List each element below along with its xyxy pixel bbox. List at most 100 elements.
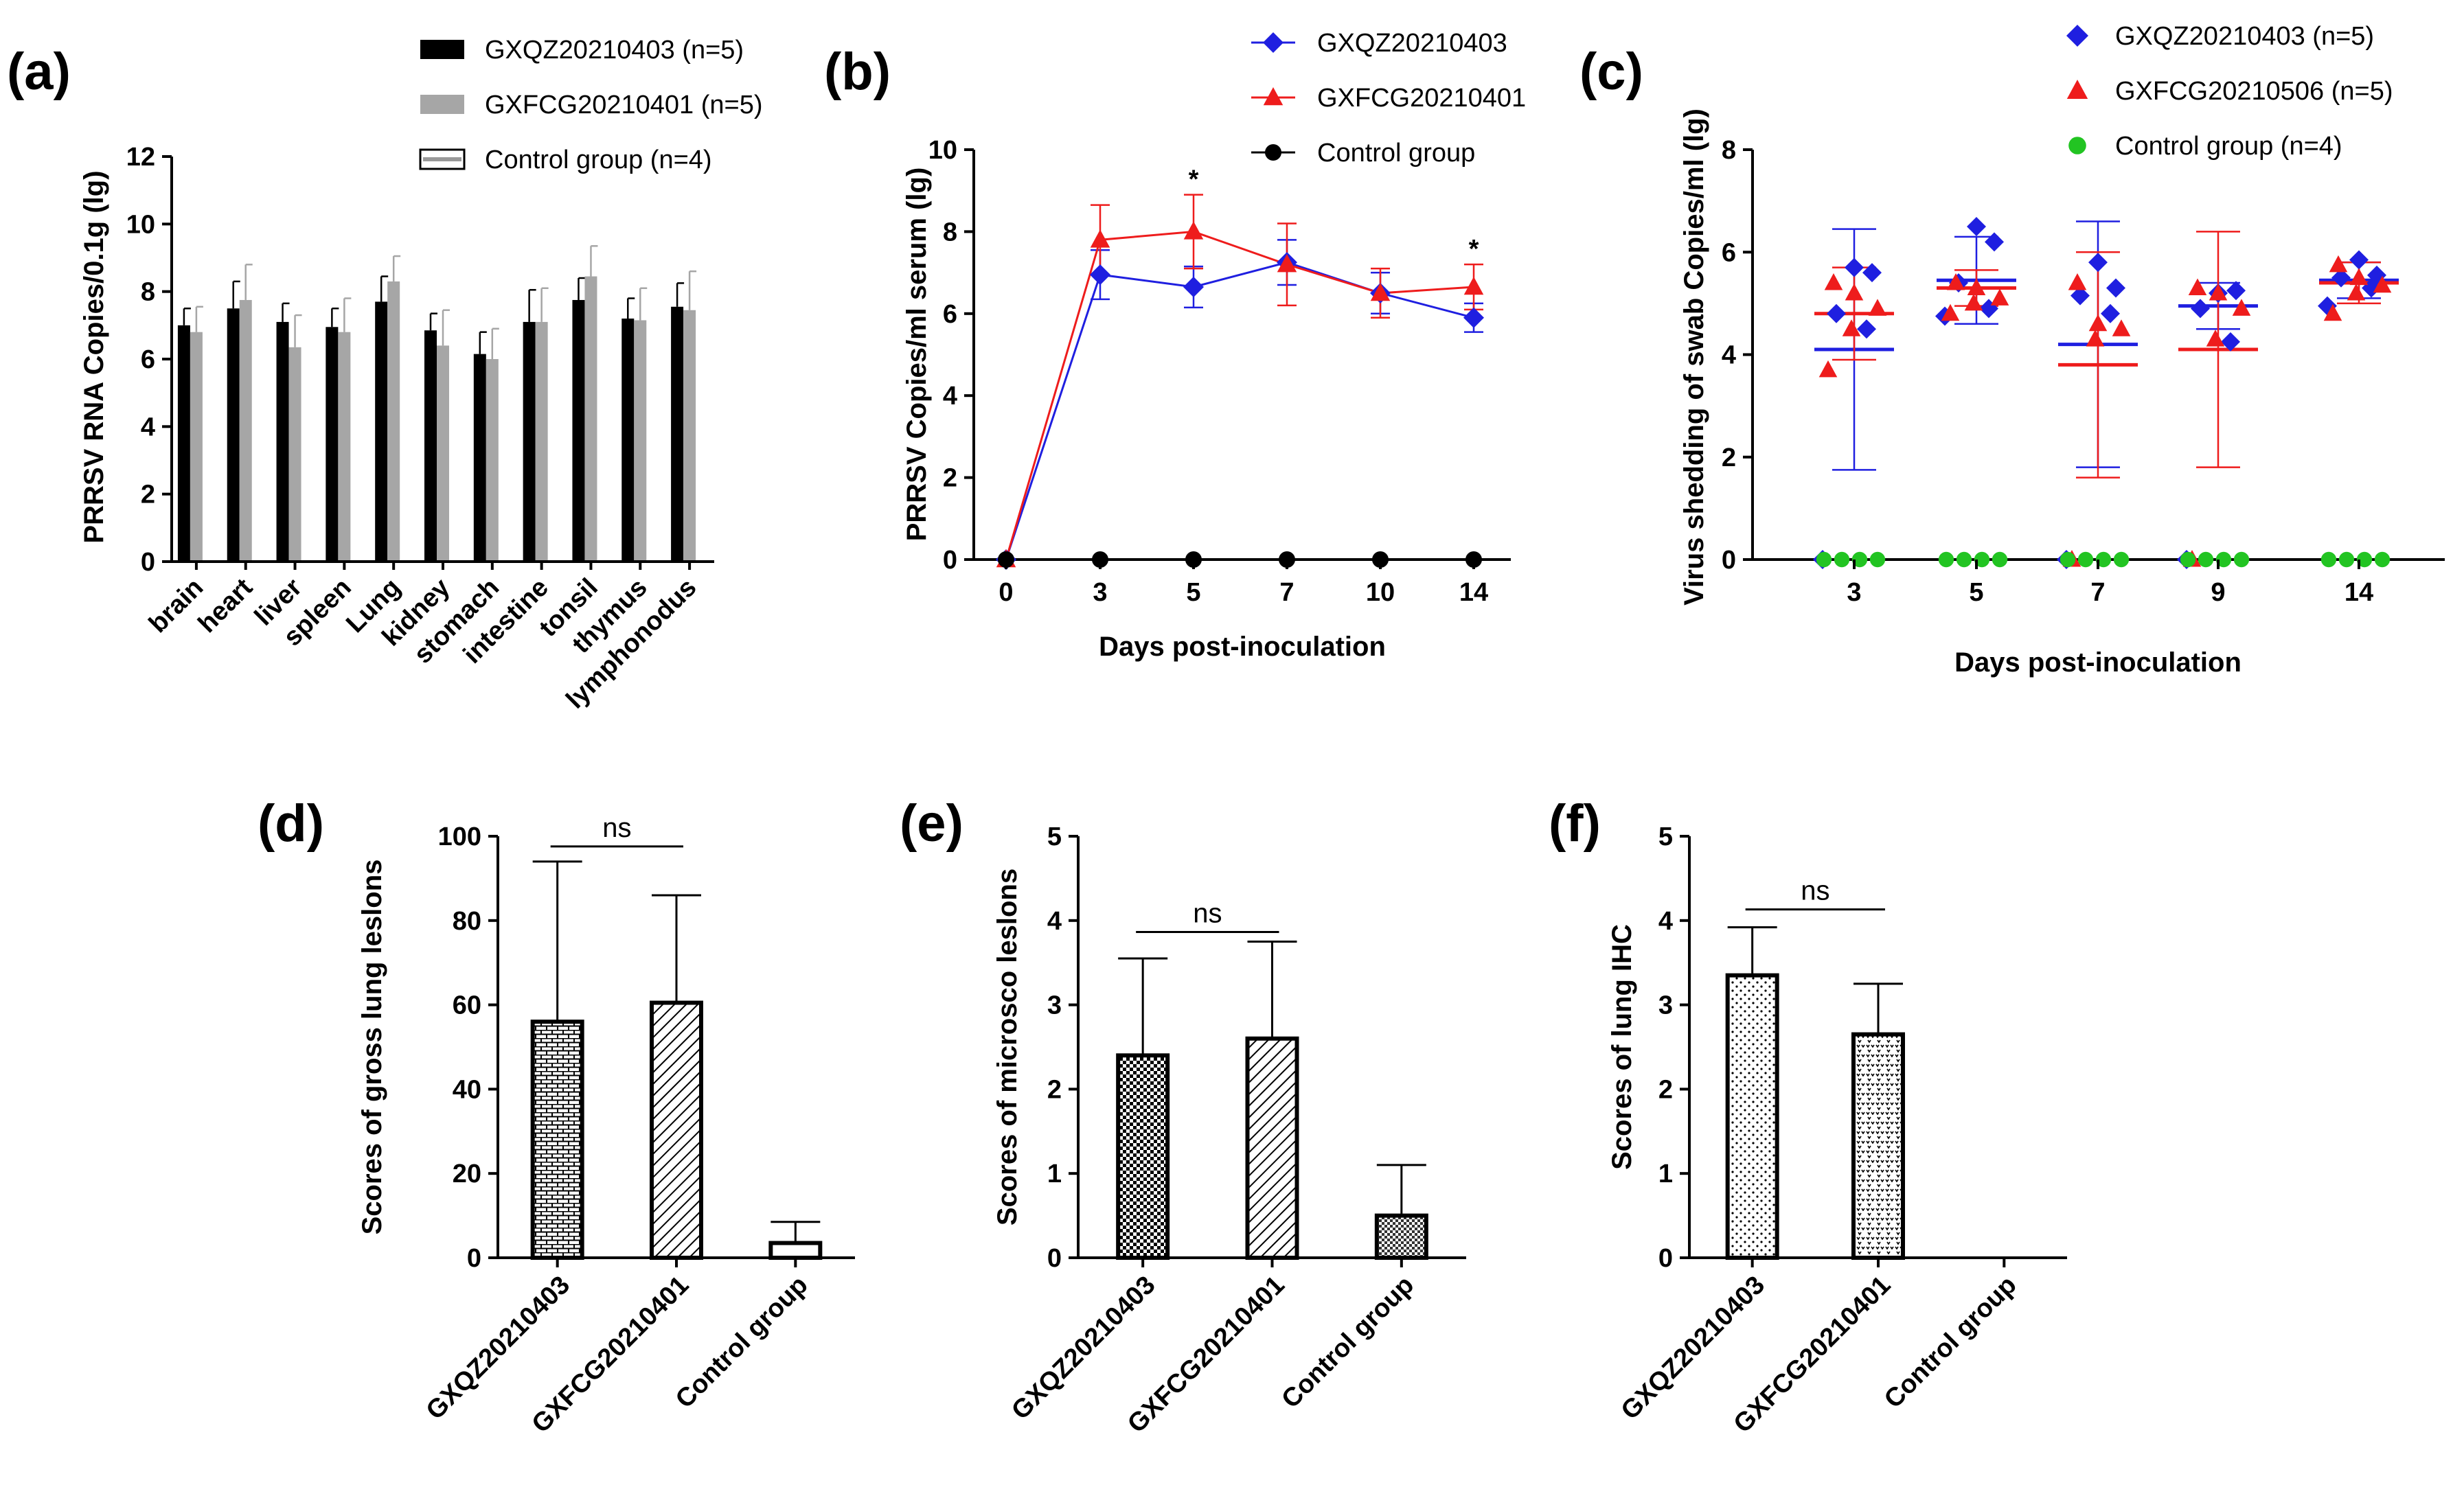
data-point (1974, 551, 1990, 568)
bar (473, 354, 486, 562)
panel-label-d: (d) (258, 794, 324, 853)
legend-swatch (420, 40, 464, 59)
data-point (2320, 551, 2337, 568)
data-point (2188, 278, 2207, 295)
x-tick-label: 10 (1366, 578, 1395, 607)
significance-star: * (1189, 165, 1199, 194)
x-tick-label: 0 (999, 578, 1013, 607)
data-point (2088, 314, 2108, 332)
data-point (1990, 288, 2009, 306)
bar (523, 321, 536, 562)
y-tick-label: 80 (453, 907, 481, 936)
y-tick-label: 4 (1722, 341, 1736, 370)
data-point (2356, 551, 2373, 568)
data-point (1827, 303, 1846, 323)
x-tick-label: 5 (1969, 578, 1983, 607)
data-point (2060, 551, 2076, 568)
data-point (2112, 319, 2131, 336)
data-point (2347, 283, 2366, 301)
bar (190, 332, 203, 562)
bar (424, 330, 437, 562)
data-point (1842, 319, 1861, 336)
data-point (2338, 551, 2355, 568)
data-point (2323, 303, 2342, 321)
y-tick-label: 3 (1658, 991, 1673, 1020)
y-tick-label: 4 (1658, 907, 1673, 936)
bar (530, 1020, 584, 1261)
panel-label-b: (b) (824, 43, 891, 101)
data-point (1946, 273, 1965, 290)
x-tick-label: 7 (1279, 578, 1294, 607)
data-point (2373, 275, 2392, 293)
bar (621, 319, 635, 562)
y-tick-label: 1 (1658, 1160, 1673, 1188)
bar (683, 310, 696, 562)
data-point (1090, 229, 1110, 248)
data-point (2101, 303, 2120, 323)
bar (1725, 973, 1779, 1260)
bar (572, 299, 585, 562)
panel-label-f: (f) (1549, 794, 1601, 853)
x-tick-label: Control group (1879, 1271, 2022, 1414)
y-tick-label: 0 (1047, 1244, 1062, 1273)
bar (634, 320, 647, 562)
x-tick-label: 14 (1459, 578, 1488, 607)
data-point (2215, 551, 2232, 568)
legend-marker (1263, 32, 1284, 53)
bar (650, 1000, 703, 1261)
panel-label-e: (e) (900, 794, 963, 853)
y-tick-label: 6 (1722, 238, 1736, 267)
data-point (2113, 551, 2130, 568)
chart-panel-b: 0 3 5 7 10 14 0 2 4 6 8 10 PRRSV Copies/ml serum (lg… (902, 29, 1526, 662)
data-point (1868, 299, 1887, 316)
bar (326, 327, 339, 562)
bar (239, 299, 252, 562)
data-point (1824, 273, 1843, 290)
legend-swatch (420, 95, 464, 114)
y-axis-title: Scores of gross lung leslons (357, 860, 387, 1235)
data-point (1183, 276, 1204, 297)
data-point (1818, 360, 1838, 378)
series-line (1005, 230, 1474, 560)
legend-marker (2068, 137, 2086, 154)
legend-label: GXQZ20210403 (n=5) (2115, 22, 2374, 51)
data-point (1090, 264, 1110, 286)
legend-label: Control group (n=4) (2115, 132, 2342, 161)
data-point (2071, 286, 2090, 306)
bar (1245, 1036, 1299, 1260)
x-axis-title: Days post-inoculation (1099, 632, 1386, 662)
x-tick-label: brain (144, 573, 209, 638)
y-tick-label: 2 (1658, 1075, 1673, 1104)
data-point (2088, 253, 2108, 273)
significance-label: ns (1801, 876, 1829, 906)
data-point (2232, 299, 2251, 316)
data-point (2349, 268, 2369, 286)
series-line (1005, 261, 1474, 560)
y-axis-title: PRRSV RNA Copies/0.1g (lg) (79, 170, 109, 543)
y-tick-label: 8 (943, 218, 957, 246)
data-point (2086, 330, 2105, 347)
y-tick-label: 4 (141, 413, 155, 441)
y-tick-label: 0 (141, 548, 155, 577)
legend-label: GXQZ20210403 (1317, 29, 1507, 58)
data-point (2198, 551, 2214, 568)
bar (584, 276, 597, 562)
data-point (1938, 551, 1954, 568)
y-tick-label: 5 (1047, 822, 1062, 851)
data-point (1992, 551, 2008, 568)
data-point (2106, 278, 2125, 298)
y-tick-label: 3 (1047, 991, 1062, 1020)
data-point (1964, 293, 1983, 311)
bar (671, 306, 684, 562)
y-tick-label: 0 (467, 1244, 481, 1273)
x-tick-label: 3 (1093, 578, 1107, 607)
bar (227, 308, 240, 562)
x-tick-label: Control group (1276, 1271, 1419, 1414)
y-tick-label: 60 (453, 991, 481, 1020)
legend-label: Control group (n=4) (485, 146, 712, 174)
data-point (2233, 551, 2250, 568)
significance-label: ns (1193, 899, 1222, 929)
bar (177, 325, 190, 562)
data-point (1845, 257, 1864, 277)
legend-label: GXFCG20210401 (1317, 84, 1526, 113)
